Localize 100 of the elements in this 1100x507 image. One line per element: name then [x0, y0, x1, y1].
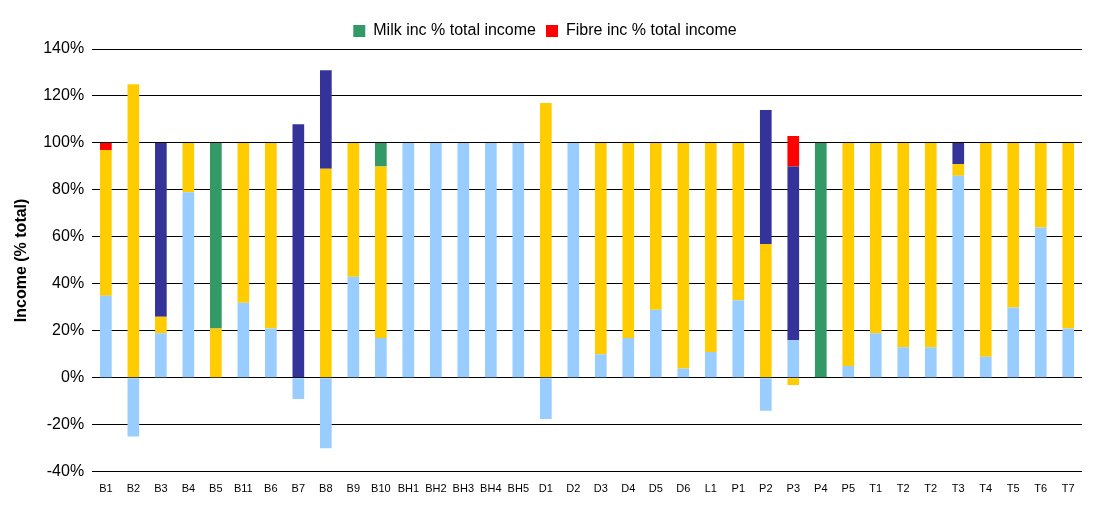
bar	[100, 142, 112, 150]
legend-label: Fibre inc % total income	[565, 21, 737, 39]
bar	[759, 243, 772, 378]
y-tick-label: 20%	[52, 321, 85, 339]
bar	[869, 333, 882, 378]
bar	[1062, 142, 1075, 329]
bar	[237, 302, 250, 378]
x-tick-label: P2	[759, 482, 773, 495]
bar	[539, 103, 552, 378]
bar	[292, 124, 305, 378]
bar	[842, 366, 855, 378]
x-tick-label: B3	[154, 482, 168, 495]
bar	[1034, 227, 1047, 378]
bar	[787, 166, 800, 341]
x-tick-label: B5	[209, 482, 223, 495]
y-tick-label: 120%	[43, 86, 85, 104]
bar	[952, 175, 965, 378]
y-tick-label: -40%	[46, 462, 85, 480]
x-tick-label: B7	[291, 482, 306, 495]
bar	[347, 276, 360, 378]
x-tick-label: B10	[371, 482, 391, 495]
bar	[924, 347, 937, 378]
x-tick-label: B4	[181, 482, 196, 495]
bar	[787, 340, 800, 378]
bar	[265, 142, 277, 329]
bar	[842, 142, 855, 367]
x-tick-label: BH2	[425, 482, 447, 495]
y-tick-label: 0%	[61, 368, 85, 386]
bar	[320, 378, 332, 449]
bar	[814, 142, 827, 378]
bar	[484, 142, 497, 378]
x-tick-label: P5	[841, 482, 856, 495]
bar	[622, 337, 635, 378]
x-tick-label: T2	[896, 482, 910, 495]
bar	[374, 337, 387, 378]
bar	[539, 378, 552, 419]
x-tick-label: T1	[869, 482, 883, 495]
bar	[374, 142, 387, 167]
bar	[1007, 307, 1020, 378]
x-tick-label: P4	[814, 482, 828, 495]
x-tick-label: B1	[99, 482, 113, 495]
bar	[1034, 142, 1047, 228]
bar	[265, 328, 277, 378]
bar	[155, 316, 167, 334]
bar	[677, 142, 690, 369]
x-tick-label: B8	[319, 482, 333, 495]
bar	[429, 142, 442, 378]
x-tick-label: BH1	[397, 482, 420, 495]
bar	[979, 356, 992, 378]
bar	[759, 378, 772, 411]
x-tick-label: T2	[924, 482, 938, 495]
bar	[787, 135, 800, 167]
y-tick-label: 60%	[52, 227, 85, 245]
y-tick-label: 80%	[52, 180, 85, 198]
bar	[292, 378, 305, 399]
x-tick-label: T7	[1061, 482, 1075, 495]
bar	[320, 168, 332, 378]
bar	[1007, 142, 1020, 308]
bar	[622, 142, 635, 338]
x-tick-label: P1	[731, 482, 746, 495]
bar	[402, 142, 415, 378]
bar	[457, 142, 470, 378]
bar	[320, 70, 332, 169]
bar	[127, 84, 140, 378]
bar	[732, 142, 745, 301]
x-tick-label: B11	[233, 482, 253, 495]
legend-label: Milk inc % total income	[373, 21, 537, 39]
bar	[704, 142, 717, 353]
x-tick-label: D6	[676, 482, 691, 495]
bar	[649, 142, 662, 310]
x-tick-label: B2	[126, 482, 141, 495]
x-tick-label: L1	[704, 482, 717, 495]
y-tick-label: 40%	[52, 274, 85, 292]
bar	[100, 150, 112, 296]
bar	[210, 328, 222, 378]
bar	[704, 352, 717, 378]
bar	[100, 295, 112, 378]
bar	[594, 354, 607, 378]
bar	[732, 300, 745, 378]
bar	[237, 142, 250, 303]
bar	[155, 333, 167, 378]
x-tick-label: T4	[979, 482, 993, 495]
y-tick-label: 140%	[43, 39, 85, 57]
bar	[869, 142, 882, 334]
bar	[897, 347, 910, 378]
y-tick-label: 100%	[43, 133, 85, 151]
bar	[924, 142, 937, 348]
x-tick-label: BH3	[452, 482, 475, 495]
bar	[649, 309, 662, 378]
bar	[787, 378, 800, 385]
bar	[1062, 328, 1075, 378]
x-tick-label: B6	[264, 482, 278, 495]
x-tick-label: P3	[786, 482, 801, 495]
x-tick-label: BH4	[480, 482, 502, 495]
x-tick-label: D1	[538, 482, 553, 495]
bar	[677, 368, 690, 378]
bar	[567, 142, 580, 378]
x-tick-label: B9	[346, 482, 361, 495]
bar	[979, 142, 992, 357]
x-tick-label: D2	[566, 482, 581, 495]
